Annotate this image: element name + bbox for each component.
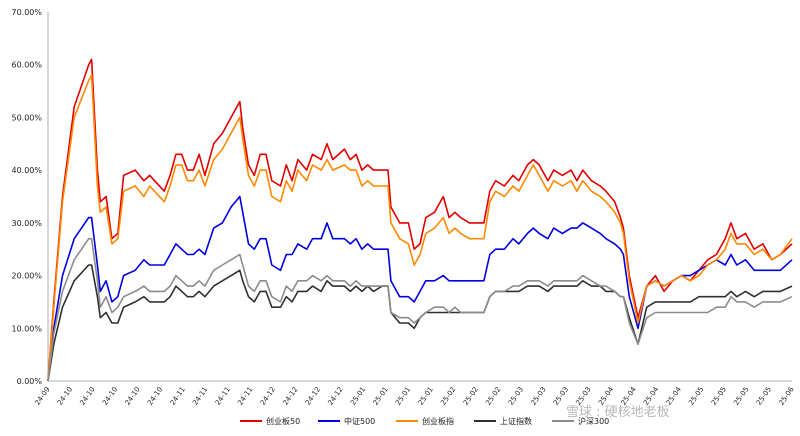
x-tick-label: 25-05 [755,386,773,407]
legend-label: 创业板50 [266,416,300,426]
watermark-text: 雪球 : 硬核地老板 [566,405,670,420]
y-tick-label: 40.00% [11,166,42,175]
series-lines [47,58,793,382]
x-tick-label: 25-03 [529,386,547,407]
x-tick-label: 25-05 [687,386,705,407]
x-tick-label: 24-12 [327,386,345,407]
x-tick-label: 24-11 [236,386,254,407]
x-tick-label: 24-10 [101,386,119,407]
x-tick-label: 24-10 [56,386,74,407]
legend-label: 创业板指 [422,416,454,426]
x-tick-label: 24-09 [33,386,51,407]
y-tick-label: 70.00% [11,8,42,17]
y-tick-label: 50.00% [11,113,42,122]
x-tick-label: 24-11 [169,386,187,407]
x-tick-label: 25-04 [665,385,684,407]
x-tick-label: 25-01 [349,386,367,407]
x-tick-label: 24-10 [79,386,97,407]
x-tick-label: 25-05 [710,386,728,407]
series-line-5 [47,237,793,382]
x-tick-label: 25-05 [732,386,750,407]
x-tick-label: 25-01 [394,386,412,407]
legend-label: 上证指数 [500,416,532,426]
y-tick-label: 30.00% [11,219,42,228]
x-tick-label: 25-06 [777,385,796,407]
x-tick-label: 24-12 [304,386,322,407]
legend: 创业板50 中证500 创业板指 上证指数 沪深300 [240,416,609,426]
y-tick-label: 60.00% [11,61,42,70]
legend-label: 沪深300 [578,416,609,426]
x-tick-label: 25-04 [597,385,616,407]
series-line-3 [47,74,793,382]
x-tick-label: 25-04 [642,385,661,407]
x-tick-label: 25-02 [462,386,480,407]
x-tick-label: 24-11 [214,386,232,407]
x-tick-label: 25-01 [372,386,390,407]
x-tick-label: 25-02 [439,386,457,407]
x-tick-label: 24-12 [259,386,277,407]
y-tick-label: 10.00% [11,324,42,333]
y-tick-label: 0.00% [17,377,43,386]
x-tick-label: 25-04 [620,385,639,407]
y-axis: 0.00% 10.00% 20.00% 30.00% 40.00% 50.00% 60.00… [11,8,49,386]
series-line-4 [47,264,793,382]
x-tick-label: 25-03 [575,386,593,407]
y-tick-label: 20.00% [11,272,42,281]
x-tick-label: 24-11 [191,386,209,407]
series-line-2 [47,195,793,382]
x-tick-label: 24-10 [124,386,142,407]
series-line-1 [47,58,793,382]
x-tick-label: 24-10 [146,386,164,407]
legend-label: 中证500 [344,416,375,426]
x-tick-label: 25-03 [507,386,525,407]
x-tick-label: 25-03 [552,386,570,407]
x-tick-label: 25-02 [484,386,502,407]
x-tick-label: 24-12 [281,386,299,407]
x-axis: 24-09 24-10 24-10 24-10 24-10 24-10 24-11 24-11… [33,380,796,407]
x-tick-label: 25-01 [417,386,435,407]
